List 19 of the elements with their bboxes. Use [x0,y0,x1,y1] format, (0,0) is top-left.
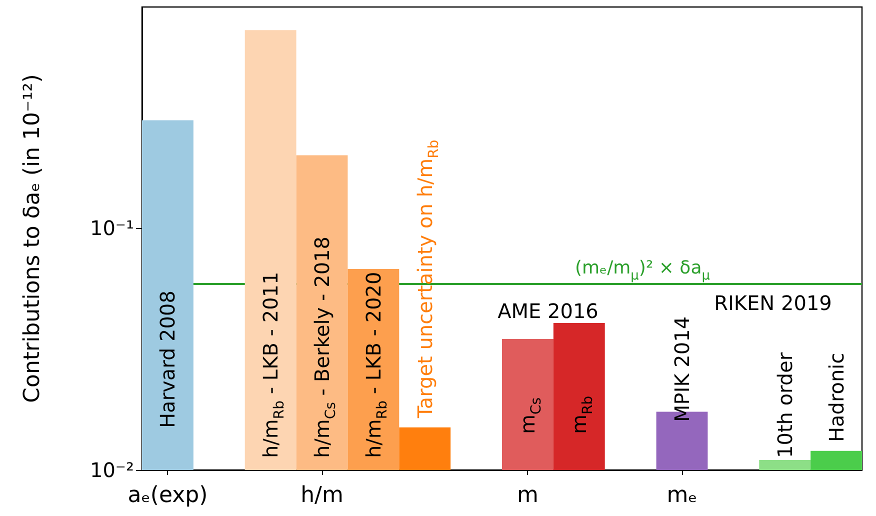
annotation: AME 2016 [498,299,598,323]
annotation: MPIK 2014 [670,316,694,422]
x-tick-label: mₑ [666,483,698,508]
y-axis-title: Contributions to δaₑ (in 10⁻¹²) [20,74,45,403]
y-tick-label: 10⁻¹ [90,216,134,240]
x-tick-label: aₑ(exp) [128,483,208,508]
annotation: Hadronic [824,352,848,442]
annotation: mRb [567,396,596,434]
x-tick-label: h/m [300,483,344,508]
annotation: h/mRb - LKB - 2011 [258,272,288,458]
annotation: RIKEN 2019 [714,291,832,315]
annotation: mCs [516,397,545,434]
annotation: 10th order [772,352,797,458]
annotation: Target uncertainty on h/mRb [412,140,442,419]
annotation: h/mCs - Berkely - 2018 [310,236,339,458]
annotation: Harvard 2008 [156,290,180,428]
x-tick-label: m [516,483,538,508]
annotation: h/mRb - LKB - 2020 [361,272,390,458]
y-tick-label: 10⁻² [90,458,134,482]
